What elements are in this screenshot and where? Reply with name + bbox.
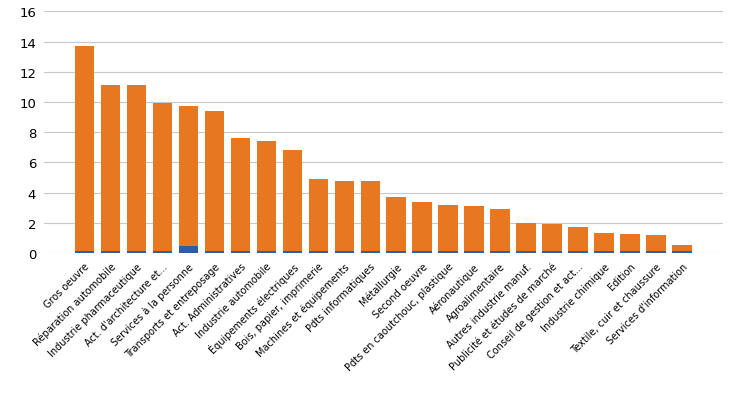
Bar <box>620 234 640 251</box>
Bar <box>256 251 276 254</box>
Bar <box>101 251 120 254</box>
Bar <box>231 138 250 251</box>
Bar <box>412 202 432 251</box>
Bar <box>464 206 484 251</box>
Bar <box>361 182 380 251</box>
Bar <box>334 251 354 254</box>
Bar <box>101 85 120 251</box>
Bar <box>309 180 328 251</box>
Bar <box>153 103 172 251</box>
Bar <box>283 251 302 254</box>
Bar <box>231 251 250 254</box>
Bar <box>309 251 328 254</box>
Bar <box>646 236 666 251</box>
Bar <box>256 142 276 251</box>
Bar <box>74 251 94 254</box>
Bar <box>491 251 510 254</box>
Bar <box>361 251 380 254</box>
Bar <box>491 210 510 251</box>
Bar <box>334 181 354 251</box>
Bar <box>439 205 458 251</box>
Bar <box>386 198 406 251</box>
Bar <box>283 151 302 251</box>
Bar <box>153 251 172 254</box>
Bar <box>542 251 562 254</box>
Bar <box>412 251 432 254</box>
Bar <box>179 106 198 247</box>
Bar <box>204 251 224 254</box>
Bar <box>179 247 198 254</box>
Bar <box>439 251 458 254</box>
Bar <box>516 223 536 251</box>
Bar <box>126 85 146 251</box>
Bar <box>672 251 692 254</box>
Bar <box>516 251 536 254</box>
Bar <box>646 251 666 254</box>
Bar <box>126 251 146 254</box>
Bar <box>204 112 224 251</box>
Bar <box>594 233 614 251</box>
Bar <box>620 251 640 254</box>
Bar <box>594 251 614 254</box>
Bar <box>386 251 406 254</box>
Bar <box>569 228 588 251</box>
Bar <box>542 224 562 251</box>
Bar <box>74 47 94 251</box>
Bar <box>569 251 588 254</box>
Bar <box>672 245 692 251</box>
Bar <box>464 251 484 254</box>
